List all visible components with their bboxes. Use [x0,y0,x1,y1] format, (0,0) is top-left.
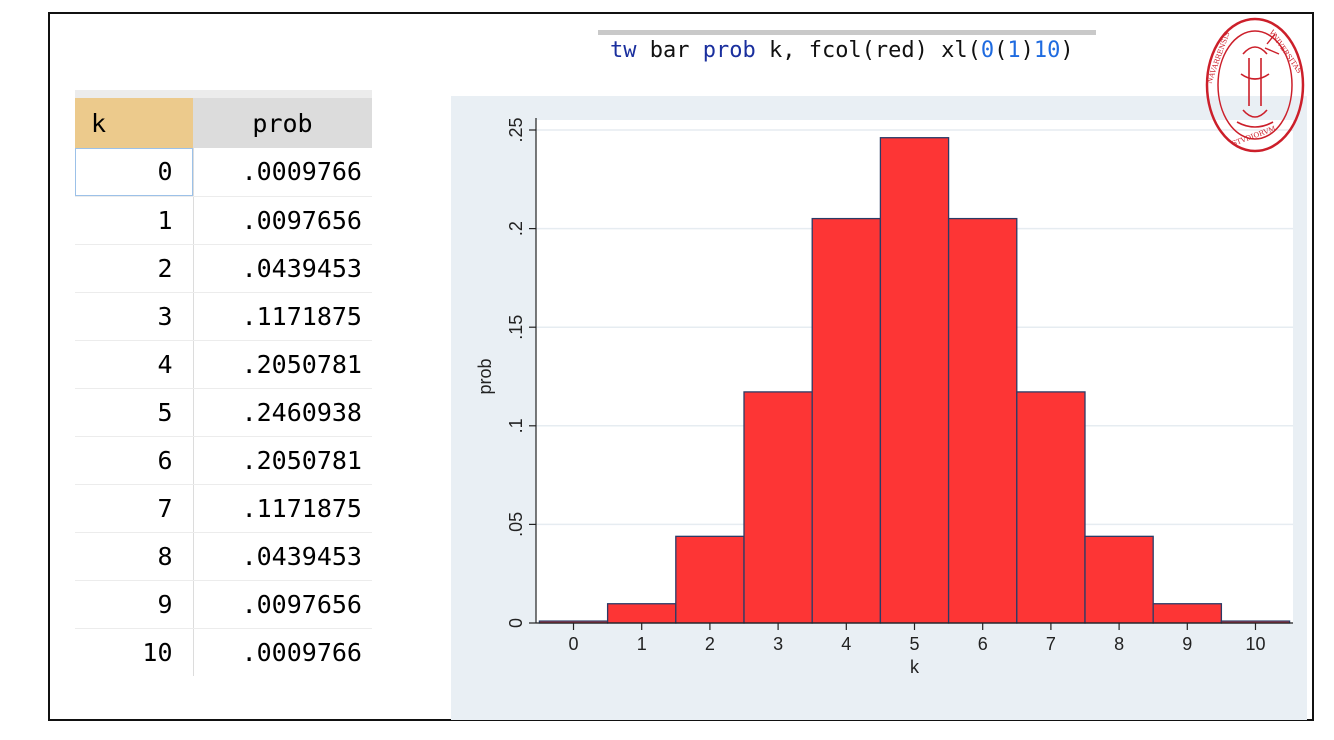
command-token: k, fcol(red) xl( [755,38,981,63]
table-row[interactable]: 5.2460938 [75,388,372,437]
table-row[interactable]: 8.0439453 [75,532,372,581]
cell-prob[interactable]: .0097656 [193,196,372,245]
cell-k[interactable]: 2 [75,244,194,293]
bar [743,391,813,624]
cell-k[interactable]: 1 [75,196,194,245]
command-token: 0 [980,38,995,63]
command-token: 1 [1007,38,1021,63]
bar [1152,603,1223,624]
x-tick-label: 0 [569,634,579,654]
cell-prob[interactable]: .1171875 [193,292,372,341]
x-tick-label: 10 [1245,634,1265,654]
command-token: ) [1060,38,1074,63]
cell-prob[interactable]: .0439453 [193,244,372,293]
x-tick-label: 5 [909,634,919,654]
bar [947,217,1018,624]
cell-k[interactable]: 8 [75,532,194,581]
y-tick-label: .05 [506,512,526,537]
x-tick-label: 1 [637,634,647,654]
y-tick-label: .25 [506,117,526,142]
table-body: 0.0009766 1.0097656 2.0439453 3.1171875 4.20… [75,148,372,676]
table-row[interactable]: 10 .0009766 [75,628,372,676]
svg-text:STVDIORVM: STVDIORVM [1231,125,1277,148]
bar [879,137,950,624]
bar [675,535,745,624]
cell-prob[interactable]: .0009766 [193,148,372,197]
y-tick-label: .15 [506,315,526,340]
cell-prob[interactable]: .2050781 [193,340,372,389]
command-token: prob [702,38,756,63]
table-row[interactable]: 6.2050781 [75,436,372,485]
command-token: tw [610,38,637,63]
y-tick-label: .1 [506,418,526,433]
cell-prob[interactable]: .2460938 [193,388,372,437]
x-tick-label: 3 [773,634,783,654]
cell-prob[interactable]: .0097656 [193,580,372,629]
bar [1016,391,1086,624]
table-row[interactable]: 1.0097656 [75,196,372,245]
university-seal-logo: NAVARRENSIS VNIVERSITAS STVDIORVM [1205,17,1305,153]
bar [1084,535,1154,624]
x-tick-label: 9 [1182,634,1192,654]
column-header-prob[interactable]: prob [193,98,372,148]
cell-k[interactable]: 10 [75,628,194,676]
data-table: k prob 0.0009766 1.0097656 2.0439453 3.1171… [75,98,372,676]
bar [811,217,882,624]
column-header-k[interactable]: k [75,98,193,148]
command-token: 10 [1033,38,1061,63]
table-row[interactable]: 7.1171875 [75,484,372,533]
y-tick-label: 0 [506,618,526,628]
cell-k[interactable]: 3 [75,292,194,341]
table-header-strip [75,90,372,98]
bar [606,603,677,624]
command-token: ) [1020,38,1034,63]
y-axis-title: prob [475,358,495,394]
cell-k[interactable]: 0 [75,148,194,197]
table-row[interactable]: 9.0097656 [75,580,372,629]
cell-prob[interactable]: .1171875 [193,484,372,533]
table-row[interactable]: 0.0009766 [75,148,372,197]
cell-k[interactable]: 5 [75,388,194,437]
table-row[interactable]: 2.0439453 [75,244,372,293]
x-tick-label: 6 [978,634,988,654]
x-tick-label: 2 [705,634,715,654]
x-tick-label: 8 [1114,634,1124,654]
command-bar [598,30,1096,35]
cell-k[interactable]: 9 [75,580,194,629]
table-row[interactable]: 3.1171875 [75,292,372,341]
bar-chart: 0 .05 .1 .15 .2 .25 0 1 2 3 4 5 6 7 8 9 10 k prob [475,117,1293,677]
cell-prob[interactable]: .0009766 [241,637,362,667]
y-tick-label: .2 [506,221,526,236]
x-axis-title: k [910,657,920,677]
cell-prob[interactable]: .0439453 [193,532,372,581]
command-token: ( [994,38,1008,63]
cell-prob[interactable]: .2050781 [193,436,372,485]
x-tick-label: 7 [1046,634,1056,654]
cell-k[interactable]: 6 [75,436,194,485]
x-tick-label: 4 [841,634,851,654]
cell-k[interactable]: 4 [75,340,194,389]
table-row[interactable]: 4.2050781 [75,340,372,389]
stata-command: tw bar prob k, fcol(red) xl(0(1)10) [610,38,1074,63]
cell-k[interactable]: 7 [75,484,194,533]
command-token: bar [636,38,703,63]
